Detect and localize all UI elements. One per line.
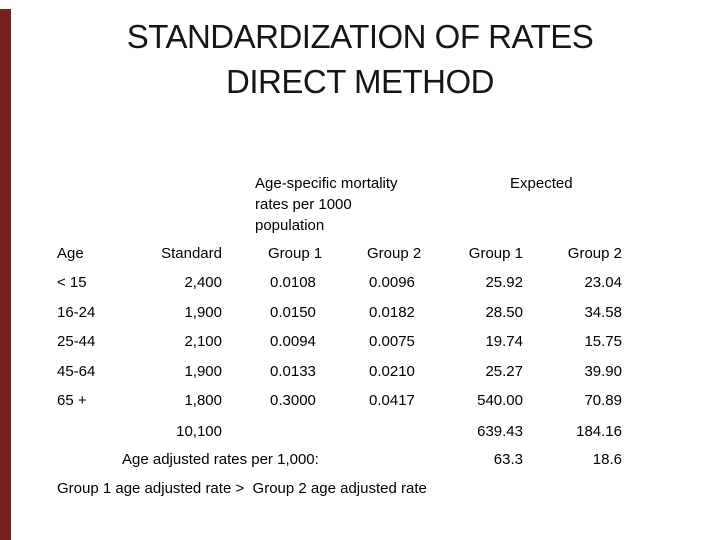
cell-group2-rate: 0.0182 [369, 303, 415, 321]
cell-group2-expected: 34.58 [584, 303, 622, 321]
adjusted-rates-label: Age adjusted rates per 1,000: [122, 451, 319, 469]
adjusted-rates-row: Age adjusted rates per 1,000: 63.3 18.6 [57, 451, 624, 479]
column-header-age: Age [57, 245, 84, 262]
cell-standard: 2,400 [184, 274, 222, 292]
cell-standard: 2,100 [184, 333, 222, 351]
cell-group1-rate: 0.0094 [270, 333, 316, 351]
rates-span-header: Age-specific mortality rates per 1000 po… [255, 173, 435, 236]
table-row: 65 + 1,800 0.3000 0.0417 540.00 70.89 [57, 392, 624, 421]
cell-group1-rate: 0.0150 [270, 303, 316, 321]
table-row: 45-64 1,900 0.0133 0.0210 25.27 39.90 [57, 363, 624, 392]
table-header-row: Age Standard Group 1 Group 2 Group 1 Gro… [57, 245, 624, 274]
cell-group2-expected: 15.75 [584, 333, 622, 351]
column-header-standard: Standard [161, 245, 222, 262]
cell-standard: 1,900 [184, 303, 222, 321]
column-header-group1-rate: Group 1 [268, 245, 323, 262]
rates-span-header-line2: rates per 1000 [255, 196, 352, 213]
cell-group1-rate: 0.3000 [270, 391, 316, 409]
cell-standard: 1,900 [184, 362, 222, 380]
conclusion-text: Group 1 age adjusted rate > Group 2 age … [57, 480, 427, 497]
rates-span-header-line3: population [255, 217, 325, 234]
column-header-group1-expected: Group 1 [468, 245, 523, 262]
table-row: 16-24 1,900 0.0150 0.0182 28.50 34.58 [57, 304, 624, 333]
cell-group1-expected: 28.50 [485, 303, 523, 321]
slide-title: STANDARDIZATION OF RATES DIRECT METHOD [20, 14, 700, 104]
cell-group2-adjusted: 18.6 [592, 451, 622, 469]
slide-title-line1: STANDARDIZATION OF RATES [126, 18, 594, 55]
table-total-row: 10,100 639.43 184.16 [57, 423, 624, 451]
cell-age: 65 + [57, 391, 87, 409]
column-header-group2-rate: Group 2 [367, 245, 422, 262]
cell-standard: 1,800 [184, 391, 222, 409]
cell-group1-rate: 0.0133 [270, 362, 316, 380]
cell-group1-expected: 25.27 [485, 362, 523, 380]
cell-group1-expected: 19.74 [485, 333, 523, 351]
cell-group2-rate: 0.0075 [369, 333, 415, 351]
cell-age: 16-24 [57, 303, 96, 321]
cell-standard-total: 10,100 [176, 423, 222, 441]
mortality-table: Age Standard Group 1 Group 2 Group 1 Gro… [57, 245, 624, 479]
cell-group2-rate: 0.0096 [369, 274, 415, 292]
cell-age: < 15 [57, 274, 87, 292]
cell-group1-rate: 0.0108 [270, 274, 316, 292]
cell-group2-expected: 70.89 [584, 391, 622, 409]
cell-group1-expected: 25.92 [485, 274, 523, 292]
cell-age: 25-44 [57, 333, 96, 351]
cell-group2-expected: 39.90 [584, 362, 622, 380]
cell-group2-rate: 0.0417 [369, 391, 415, 409]
cell-group2-rate: 0.0210 [369, 362, 415, 380]
rates-span-header-line1: Age-specific mortality [255, 175, 398, 192]
cell-group1-expected-total: 639.43 [477, 423, 523, 441]
column-header-group2-expected: Group 2 [567, 245, 622, 262]
slide-title-line2: DIRECT METHOD [226, 63, 494, 100]
cell-group1-adjusted: 63.3 [493, 451, 523, 469]
table-row: < 15 2,400 0.0108 0.0096 25.92 23.04 [57, 274, 624, 303]
cell-group2-expected-total: 184.16 [576, 423, 622, 441]
slide-accent-bar [0, 9, 11, 540]
cell-age: 45-64 [57, 362, 96, 380]
table-row: 25-44 2,100 0.0094 0.0075 19.74 15.75 [57, 333, 624, 362]
cell-group1-expected: 540.00 [477, 391, 523, 409]
cell-group2-expected: 23.04 [584, 274, 622, 292]
expected-span-header: Expected [510, 175, 573, 192]
